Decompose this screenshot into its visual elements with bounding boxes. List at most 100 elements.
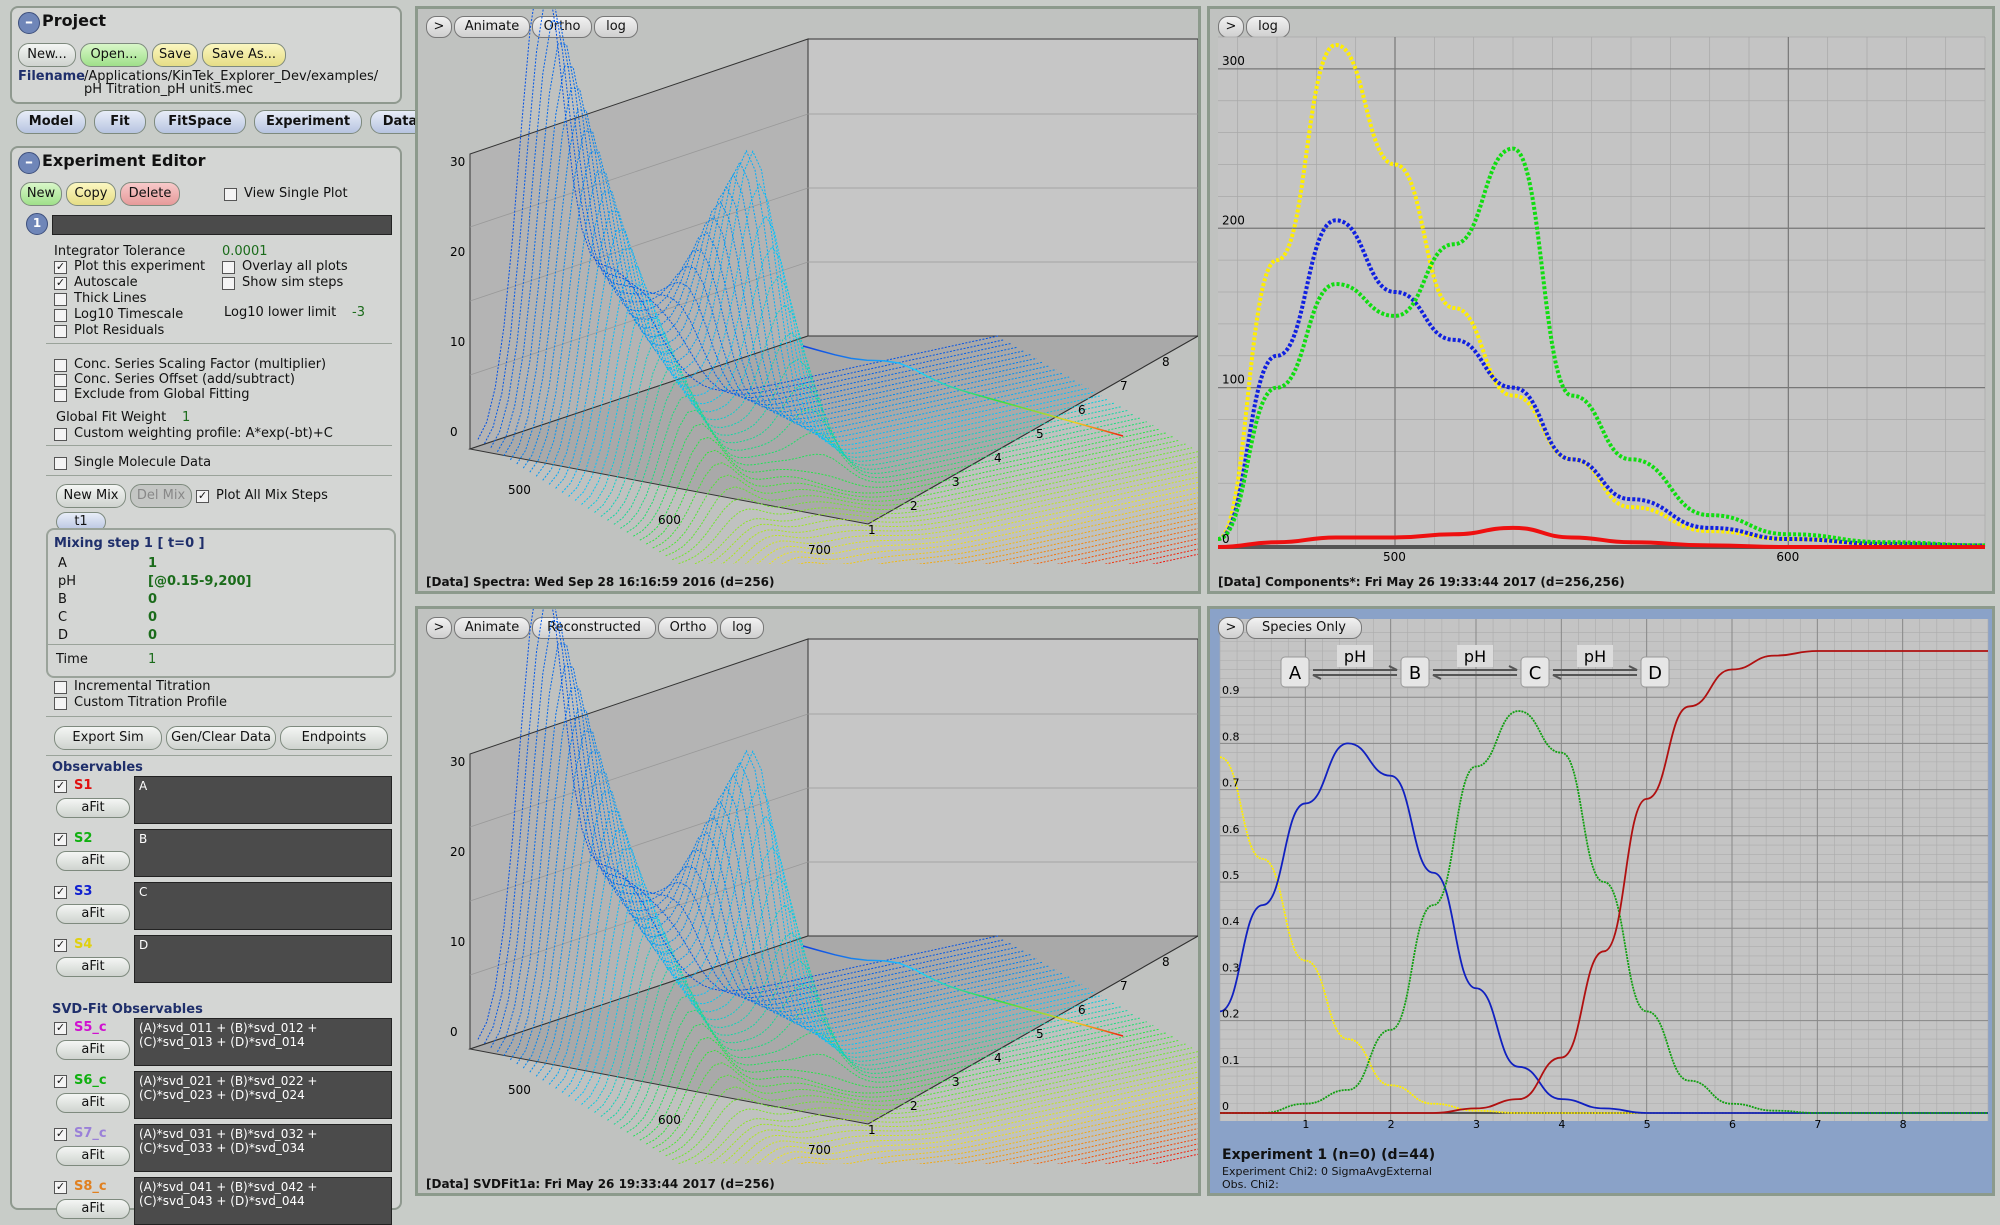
observable-expression-field[interactable]: (A)*svd_041 + (B)*svd_042 + (C)*svd_043 … <box>134 1177 392 1225</box>
observable-expression-field[interactable]: C <box>134 882 392 930</box>
components-chart[interactable]: 0 100 200 300 500 600 <box>1210 9 1992 564</box>
observable-expression-field[interactable]: (A)*svd_031 + (B)*svd_032 + (C)*svd_033 … <box>134 1124 392 1172</box>
save-as-project-button[interactable]: Save As... <box>202 43 286 67</box>
surface-trace <box>982 517 1198 564</box>
observable-checkbox[interactable]: ✓ <box>54 938 67 952</box>
new-project-button[interactable]: New... <box>18 43 76 67</box>
surface-trace <box>477 9 999 440</box>
observable-checkbox[interactable]: ✓ <box>54 1074 67 1088</box>
toolbar-button-animate[interactable]: Animate <box>454 16 530 38</box>
mix-species-value[interactable]: 0 <box>148 592 158 607</box>
surface-trace <box>503 65 1025 457</box>
custom-titration-checkbox[interactable] <box>54 697 67 710</box>
surface-trace <box>733 471 1198 564</box>
project-title: Project <box>42 11 107 30</box>
mix-species-value[interactable]: 1 <box>148 556 158 571</box>
mix-species-value[interactable]: [@0.15-9,200] <box>148 574 252 589</box>
nav-tab-model[interactable]: Model <box>16 110 86 134</box>
toolbar-button-species-only[interactable]: Species Only <box>1246 617 1362 639</box>
observable-checkbox[interactable]: ✓ <box>54 885 67 899</box>
time-value[interactable]: 1 <box>148 652 157 667</box>
incremental-titration-checkbox[interactable] <box>54 681 67 694</box>
mix-species-value[interactable]: 0 <box>148 628 158 643</box>
project-collapse-button[interactable]: – <box>18 12 40 34</box>
copy-experiment-button[interactable]: Copy <box>66 182 116 206</box>
plot-residuals-checkbox[interactable] <box>54 325 67 338</box>
integrator-tolerance-value[interactable]: 0.0001 <box>222 244 268 259</box>
afit-button[interactable]: aFit <box>56 1093 130 1113</box>
species-chart[interactable]: 0 0.1 0.2 0.3 0.4 0.5 0.6 0.7 0.8 0.9 1 2 3 4 5 6 7 8 ApH B… <box>1210 609 1992 1151</box>
del-mix-button[interactable]: Del Mix <box>130 484 192 508</box>
export-sim-button[interactable]: Export Sim <box>54 726 162 750</box>
experiment-editor-collapse-button[interactable]: – <box>18 152 40 174</box>
observable-checkbox[interactable]: ✓ <box>54 779 67 793</box>
mix-species-value[interactable]: 0 <box>148 610 158 625</box>
gen-clear-data-button[interactable]: Gen/Clear Data <box>166 726 276 750</box>
afit-button[interactable]: aFit <box>56 1040 130 1060</box>
toolbar-button-expand[interactable]: > <box>1218 617 1244 639</box>
observable-checkbox[interactable]: ✓ <box>54 832 67 846</box>
nav-tab-fit[interactable]: Fit <box>94 110 146 134</box>
toolbar-button-expand[interactable]: > <box>426 16 452 38</box>
global-fit-weight-value[interactable]: 1 <box>182 410 191 425</box>
observable-checkbox[interactable]: ✓ <box>54 1180 67 1194</box>
observable-expression-field[interactable]: (A)*svd_021 + (B)*svd_022 + (C)*svd_023 … <box>134 1071 392 1119</box>
spectra-3d-plot[interactable]: 01020300100200300500600700123456789 <box>418 9 1198 564</box>
observable-expression-field[interactable]: B <box>134 829 392 877</box>
show-sim-steps-checkbox[interactable] <box>222 277 235 290</box>
toolbar-button-log[interactable]: log <box>720 617 764 639</box>
plot-residuals-label: Plot Residuals <box>74 323 165 338</box>
surface-trace <box>877 502 1198 564</box>
afit-button[interactable]: aFit <box>56 904 130 924</box>
endpoints-button[interactable]: Endpoints <box>280 726 388 750</box>
z-tick-label-left: 20 <box>450 845 465 859</box>
mix-tab-t1[interactable]: t1 <box>56 512 106 532</box>
thick-lines-checkbox[interactable] <box>54 293 67 306</box>
single-molecule-checkbox[interactable] <box>54 457 67 470</box>
toolbar-button-ortho[interactable]: Ortho <box>532 16 592 38</box>
observable-checkbox[interactable]: ✓ <box>54 1021 67 1035</box>
surface-trace <box>555 749 1076 1089</box>
toolbar-button-expand[interactable]: > <box>426 617 452 639</box>
exclude-global-checkbox[interactable] <box>54 389 67 402</box>
observable-name: S6_c <box>74 1073 107 1088</box>
custom-weighting-checkbox[interactable] <box>54 428 67 441</box>
autoscale-checkbox[interactable]: ✓ <box>54 276 67 290</box>
toolbar-button-reconstructed[interactable]: Reconstructed <box>532 617 656 639</box>
surface-trace <box>877 1102 1198 1164</box>
species-footer-obs-chi2: Obs. Chi2: <box>1222 1178 1279 1191</box>
plot-this-experiment-checkbox[interactable]: ✓ <box>54 260 67 274</box>
plot-all-mix-steps-checkbox[interactable]: ✓ <box>196 489 209 503</box>
scheme-arrow-label-box <box>1337 645 1373 667</box>
observable-expression-field[interactable]: A <box>134 776 392 824</box>
nav-tab-experiment[interactable]: Experiment <box>254 110 362 134</box>
afit-button[interactable]: aFit <box>56 957 130 977</box>
experiment-name-field[interactable] <box>52 215 392 235</box>
toolbar-button-log[interactable]: log <box>1246 16 1290 38</box>
log10-lower-limit-value[interactable]: -3 <box>352 305 365 320</box>
conc-scaling-checkbox[interactable] <box>54 359 67 372</box>
toolbar-button-ortho[interactable]: Ortho <box>658 617 718 639</box>
observable-expression-field[interactable]: D <box>134 935 392 983</box>
conc-offset-checkbox[interactable] <box>54 374 67 387</box>
nav-tab-fitspace[interactable]: FitSpace <box>154 110 246 134</box>
delete-experiment-button[interactable]: Delete <box>120 182 180 206</box>
new-mix-button[interactable]: New Mix <box>56 484 126 508</box>
svdfit-3d-plot[interactable]: 01020300100200300500600700123456789 <box>418 609 1198 1164</box>
observable-checkbox[interactable]: ✓ <box>54 1127 67 1141</box>
afit-button[interactable]: aFit <box>56 851 130 871</box>
new-experiment-button[interactable]: New <box>20 182 62 206</box>
save-project-button[interactable]: Save <box>152 43 198 67</box>
toolbar-button-animate[interactable]: Animate <box>454 617 530 639</box>
open-project-button[interactable]: Open... <box>80 43 148 67</box>
afit-button[interactable]: aFit <box>56 1146 130 1166</box>
toolbar-button-log[interactable]: log <box>594 16 638 38</box>
afit-button[interactable]: aFit <box>56 798 130 818</box>
log10-timescale-checkbox[interactable] <box>54 309 67 322</box>
overlay-all-plots-checkbox[interactable] <box>222 261 235 274</box>
afit-button[interactable]: aFit <box>56 1199 130 1219</box>
surface-trace <box>581 245 1102 505</box>
experiment-number-badge[interactable]: 1 <box>26 213 48 235</box>
view-single-plot-checkbox[interactable] <box>224 188 237 201</box>
observable-expression-field[interactable]: (A)*svd_011 + (B)*svd_012 + (C)*svd_013 … <box>134 1018 392 1066</box>
